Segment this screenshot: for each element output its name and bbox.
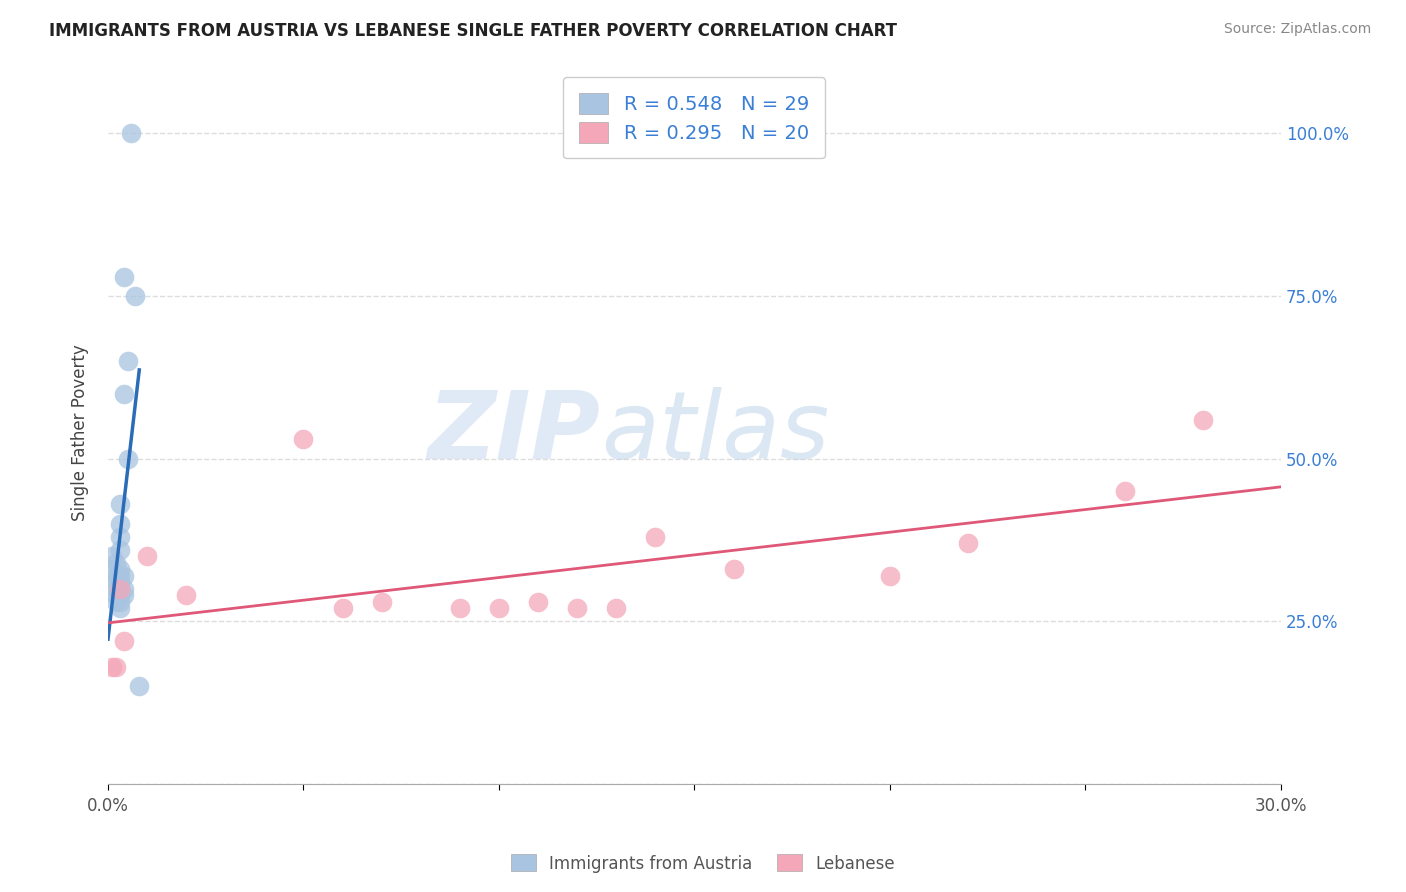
- Point: [112, 582, 135, 596]
- Point: [101, 549, 124, 564]
- Text: Source: ZipAtlas.com: Source: ZipAtlas.com: [1223, 22, 1371, 37]
- Point: [128, 680, 150, 694]
- Text: atlas: atlas: [600, 387, 830, 478]
- Point: [117, 354, 139, 368]
- Point: [957, 536, 980, 550]
- Point: [124, 289, 146, 303]
- Point: [108, 582, 131, 596]
- Y-axis label: Single Father Poverty: Single Father Poverty: [72, 344, 89, 521]
- Text: IMMIGRANTS FROM AUSTRIA VS LEBANESE SINGLE FATHER POVERTY CORRELATION CHART: IMMIGRANTS FROM AUSTRIA VS LEBANESE SING…: [49, 22, 897, 40]
- Point: [112, 386, 135, 401]
- Point: [527, 595, 550, 609]
- Point: [120, 127, 142, 141]
- Point: [104, 588, 127, 602]
- Point: [104, 595, 127, 609]
- Legend: R = 0.548   N = 29, R = 0.295   N = 20: R = 0.548 N = 29, R = 0.295 N = 20: [564, 77, 824, 159]
- Point: [879, 569, 901, 583]
- Point: [108, 601, 131, 615]
- Point: [108, 562, 131, 576]
- Point: [108, 575, 131, 590]
- Point: [104, 556, 127, 570]
- Point: [108, 497, 131, 511]
- Point: [104, 569, 127, 583]
- Point: [723, 562, 745, 576]
- Point: [1191, 413, 1213, 427]
- Point: [117, 451, 139, 466]
- Point: [292, 432, 315, 446]
- Point: [332, 601, 354, 615]
- Point: [104, 582, 127, 596]
- Point: [101, 660, 124, 674]
- Point: [174, 588, 197, 602]
- Point: [101, 562, 124, 576]
- Text: ZIP: ZIP: [427, 387, 600, 479]
- Point: [370, 595, 392, 609]
- Point: [112, 634, 135, 648]
- Point: [112, 269, 135, 284]
- Point: [567, 601, 589, 615]
- Point: [112, 569, 135, 583]
- Point: [449, 601, 471, 615]
- Point: [108, 595, 131, 609]
- Point: [112, 588, 135, 602]
- Point: [108, 542, 131, 557]
- Point: [108, 588, 131, 602]
- Point: [605, 601, 627, 615]
- Point: [108, 569, 131, 583]
- Point: [488, 601, 510, 615]
- Point: [108, 530, 131, 544]
- Point: [108, 516, 131, 531]
- Legend: Immigrants from Austria, Lebanese: Immigrants from Austria, Lebanese: [505, 847, 901, 880]
- Point: [104, 660, 127, 674]
- Point: [1114, 484, 1136, 499]
- Point: [644, 530, 666, 544]
- Point: [108, 582, 131, 596]
- Point: [136, 549, 159, 564]
- Point: [104, 575, 127, 590]
